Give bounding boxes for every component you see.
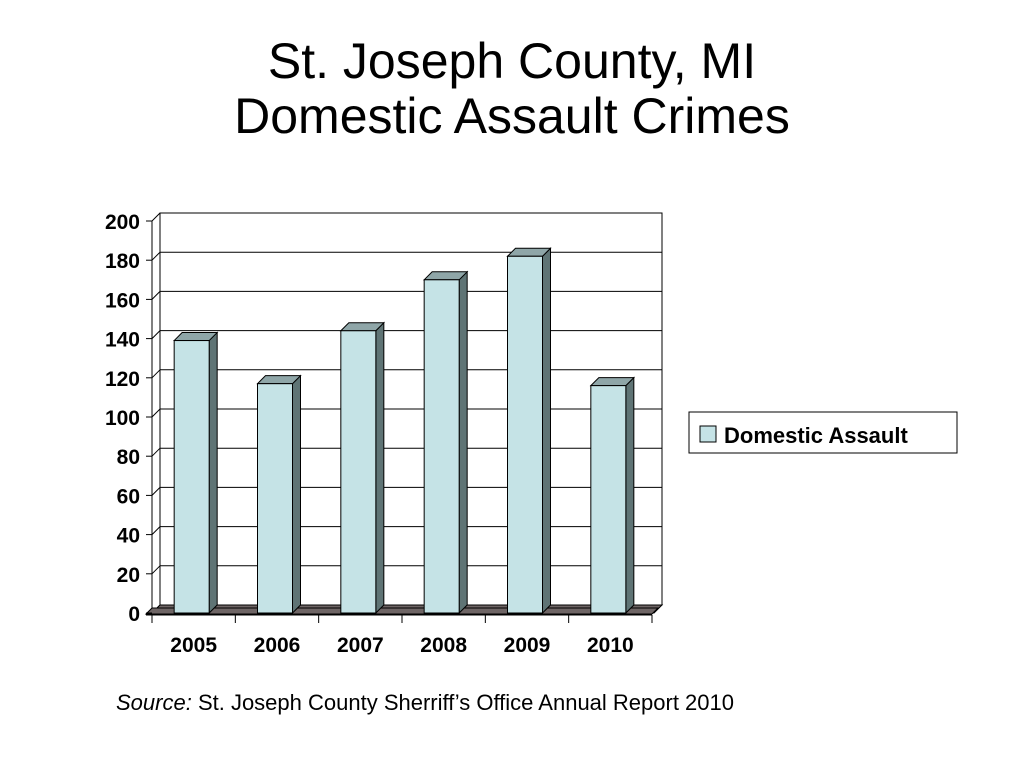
bar-front-face (507, 255, 543, 614)
side-gridline-160 (151, 291, 161, 300)
bar-top-face (172, 332, 219, 342)
x-tick-label: 2010 (587, 634, 634, 657)
bar-top-face (339, 322, 386, 332)
y-tick-label: 180 (105, 250, 140, 273)
y-tick-label: 100 (105, 407, 140, 430)
side-gridline-100 (151, 408, 161, 418)
side-gridline-200 (151, 212, 161, 222)
y-tick-label: 140 (105, 329, 140, 352)
bar-2007 (339, 321, 386, 615)
chart-title-line2: Domestic Assault Crimes (234, 88, 790, 144)
side-gridline-140 (151, 330, 161, 339)
y-tick-label: 200 (105, 211, 140, 234)
y-tick-label: 60 (117, 485, 140, 508)
bar-top-face (506, 247, 552, 257)
side-gridline-60 (151, 487, 161, 496)
bar-2006 (256, 374, 302, 615)
plot-floor-front (144, 607, 660, 615)
chart-title-line1: St. Joseph County, MI (267, 33, 757, 89)
y-tick-label: 40 (117, 525, 140, 548)
bar-front-face (423, 279, 460, 614)
bar-front-face (340, 330, 377, 614)
x-tick-label: 2006 (254, 634, 301, 657)
legend-box (688, 411, 958, 454)
bar-front-face (590, 385, 627, 614)
x-tick-label: 2007 (337, 634, 384, 657)
side-gridline-120 (151, 369, 161, 379)
side-gridline-40 (151, 526, 161, 535)
source-note: Source: St. Joseph County Sherriff’s Off… (116, 690, 734, 716)
y-tick-label: 20 (117, 564, 140, 587)
x-tick-label: 2008 (420, 634, 467, 657)
bar-side-face (542, 247, 551, 615)
legend-swatch (699, 425, 717, 443)
y-tick-label: 160 (105, 289, 140, 312)
side-gridline-180 (151, 251, 161, 261)
bar-side-face (208, 331, 218, 615)
bar-side-face (375, 321, 385, 615)
bar-side-face (458, 270, 468, 615)
y-tick-label: 120 (105, 368, 140, 391)
bar-2009 (506, 247, 552, 615)
legend: Domestic Assault (688, 411, 958, 454)
bar-front-face (173, 340, 210, 614)
bar-2005 (172, 331, 219, 615)
bar-top-face (422, 271, 469, 281)
bar-front-face (257, 383, 293, 614)
y-tick-label: 0 (128, 603, 140, 626)
source-text: St. Joseph County Sherriff’s Office Annu… (191, 690, 734, 715)
legend-label: Domestic Assault (724, 423, 908, 448)
source-label: Source: (116, 690, 192, 715)
y-tick-label: 80 (117, 446, 140, 469)
chart-title: St. Joseph County, MI Domestic Assault C… (0, 34, 1024, 144)
side-gridline-20 (151, 565, 161, 575)
bar-top-face (589, 377, 636, 387)
bar-side-face (292, 374, 301, 615)
bar-side-face (625, 376, 635, 615)
bar-top-face (256, 375, 302, 385)
side-gridline-80 (151, 447, 161, 457)
x-tick-label: 2009 (504, 634, 551, 657)
x-tick-label: 2005 (170, 634, 217, 657)
bar-2008 (422, 270, 469, 615)
bar-2010 (589, 376, 636, 615)
